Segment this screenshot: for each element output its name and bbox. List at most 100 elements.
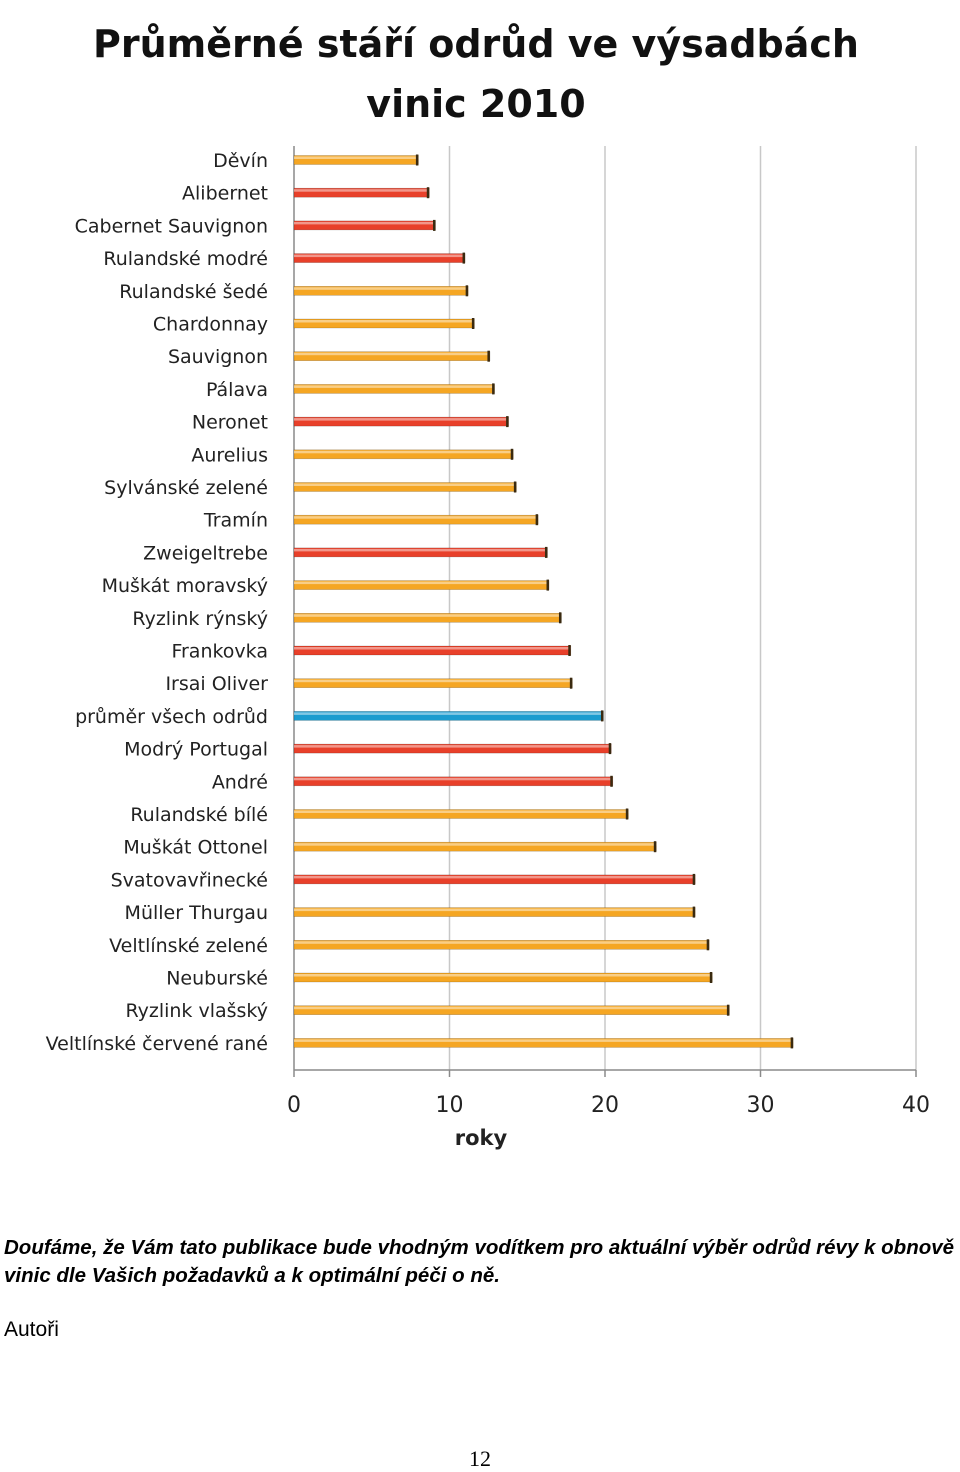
bar-end-cap <box>415 154 419 166</box>
category-label: Děvín <box>213 150 268 172</box>
bar <box>293 972 713 983</box>
page-number: 12 <box>469 1446 491 1471</box>
chart-x-axis: 0 10 20 30 40 <box>287 1093 930 1118</box>
category-label: Zweigeltrebe <box>143 542 268 564</box>
bar-end-cap <box>790 1037 794 1049</box>
chart-bars <box>293 154 794 1049</box>
category-label: Neuburské <box>166 968 268 990</box>
bar-end-cap <box>726 1004 730 1016</box>
bar-end-cap <box>535 514 539 526</box>
bar-end-cap <box>506 416 509 428</box>
category-label: André <box>212 771 268 793</box>
bar-end-cap <box>426 187 430 199</box>
bar-highlight <box>294 385 495 388</box>
x-tick-label: 40 <box>902 1093 930 1118</box>
category-label: Cabernet Sauvignon <box>75 215 268 237</box>
category-label: Chardonnay <box>153 314 268 336</box>
bar-highlight <box>294 352 490 356</box>
bar-end-cap <box>544 546 548 558</box>
bar-end-cap <box>487 350 490 362</box>
bar-end-cap <box>465 285 469 297</box>
bar-highlight <box>294 908 696 912</box>
bar-highlight <box>294 745 612 748</box>
bar-highlight <box>294 287 469 290</box>
category-label: Tramín <box>203 510 268 532</box>
closing-text: Doufáme, že Vám tato publikace bude vhod… <box>4 1236 955 1287</box>
bar-highlight <box>294 1006 730 1010</box>
bar-end-cap <box>510 448 514 460</box>
x-tick-label: 10 <box>436 1093 464 1118</box>
x-tick-label: 30 <box>747 1093 775 1118</box>
bar-end-cap <box>569 677 573 689</box>
bar-highlight <box>294 712 604 715</box>
category-label: Frankovka <box>171 641 268 663</box>
bar-end-cap <box>709 972 713 983</box>
bar-highlight <box>294 941 710 944</box>
bar-end-cap <box>600 710 604 722</box>
category-label: Irsai Oliver <box>165 673 268 695</box>
bar-end-cap <box>433 219 436 231</box>
bar-highlight <box>294 875 696 879</box>
bar-end-cap <box>471 318 475 329</box>
bar-highlight <box>294 450 514 454</box>
category-label: Sylvánské zelené <box>104 477 268 499</box>
category-label: Rulandské modré <box>103 248 268 270</box>
x-tick-label: 20 <box>591 1093 619 1118</box>
bar-end-cap <box>610 775 613 787</box>
bar-end-cap <box>492 383 495 395</box>
category-label: Ryzlink vlašský <box>125 1000 268 1022</box>
category-label: Veltlínské zelené <box>109 935 268 957</box>
category-label: Alibernet <box>182 183 268 205</box>
chart-title: Průměrné stáří odrůd ve výsadbách vinic 2… <box>93 22 859 126</box>
category-label: Aurelius <box>191 444 268 466</box>
category-label: Muškát moravský <box>102 575 268 597</box>
bar-highlight <box>294 516 539 519</box>
bar-highlight <box>294 221 436 225</box>
chart-title-line: Průměrné stáří odrůd ve výsadbách <box>93 22 859 66</box>
bar-highlight <box>294 320 475 323</box>
category-label: Svatovavřinecké <box>111 869 268 891</box>
bar-end-cap <box>625 808 629 820</box>
category-label: Ryzlink rýnský <box>132 608 268 630</box>
bar-end-cap <box>608 743 612 755</box>
bar-end-cap <box>706 939 710 951</box>
x-tick-label: 0 <box>287 1093 301 1118</box>
chart-title-line: vinic 2010 <box>366 82 585 126</box>
bar-end-cap <box>558 612 562 624</box>
category-label: Veltlínské červené rané <box>46 1033 268 1055</box>
bar-highlight <box>294 843 657 846</box>
bar-highlight <box>294 418 509 421</box>
bar-end-cap <box>513 481 517 493</box>
chart-area: Průměrné stáří odrůd ve výsadbách vinic 2… <box>46 22 930 1150</box>
category-label: Müller Thurgau <box>125 902 268 924</box>
category-label: Modrý Portugal <box>124 739 268 761</box>
chart-category-labels: Děvín Alibernet Cabernet Sauvignon Rulandsk… <box>46 150 269 1055</box>
bar-end-cap <box>692 906 696 918</box>
bar-end-cap <box>546 579 550 591</box>
category-label: Rulandské bílé <box>130 804 268 826</box>
bar-highlight <box>294 777 613 781</box>
bar-highlight <box>294 810 629 813</box>
bar-end-cap <box>692 873 696 885</box>
bar-highlight <box>294 614 562 617</box>
bar <box>293 645 572 656</box>
bar-highlight <box>294 483 517 486</box>
category-label: Muškát Ottonel <box>123 837 268 859</box>
bar-highlight <box>294 581 550 585</box>
bar-highlight <box>294 679 573 683</box>
category-label: Rulandské šedé <box>119 281 268 303</box>
bar-end-cap <box>568 645 571 656</box>
bar-highlight <box>294 156 419 159</box>
category-label: Pálava <box>206 379 268 401</box>
authors-signature: Autoři <box>4 1318 59 1341</box>
category-label: Neronet <box>192 412 268 434</box>
bar-highlight <box>294 254 466 258</box>
category-label: Sauvignon <box>168 346 268 368</box>
bar-end-cap <box>462 252 466 264</box>
bar-highlight <box>294 1039 794 1042</box>
bar-highlight <box>294 974 713 977</box>
bar-highlight <box>294 548 548 552</box>
bar-end-cap <box>653 841 657 853</box>
category-label: průměr všech odrůd <box>75 706 268 728</box>
chart-gridlines <box>293 146 917 1077</box>
